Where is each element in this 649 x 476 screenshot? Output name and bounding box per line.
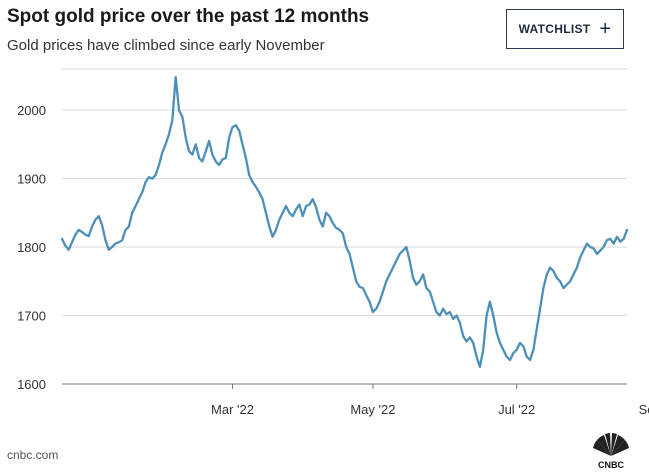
x-tick-label: Mar '22 — [211, 402, 254, 417]
y-tick-label: 1900 — [17, 172, 46, 187]
source-label: cnbc.com — [7, 448, 59, 462]
y-tick-label: 1700 — [17, 309, 46, 324]
y-tick-label: 2000 — [17, 103, 46, 118]
x-tick-label: Sep '22 — [639, 402, 649, 417]
x-tick-label: May '22 — [350, 402, 395, 417]
watchlist-button[interactable]: WATCHLIST + — [506, 9, 624, 49]
plus-icon: + — [599, 18, 612, 40]
watchlist-label: WATCHLIST — [518, 22, 591, 36]
x-tick-label: Jul '22 — [498, 402, 535, 417]
y-tick-label: 1800 — [17, 240, 46, 255]
cnbc-peacock-logo: CNBC — [593, 433, 629, 470]
series-line-spot-gold — [60, 76, 629, 369]
chart-subtitle: Gold prices have climbed since early Nov… — [7, 37, 325, 54]
chart-title: Spot gold price over the past 12 months — [7, 6, 370, 27]
svg-text:CNBC: CNBC — [598, 460, 624, 470]
y-tick-label: 1600 — [17, 377, 46, 392]
